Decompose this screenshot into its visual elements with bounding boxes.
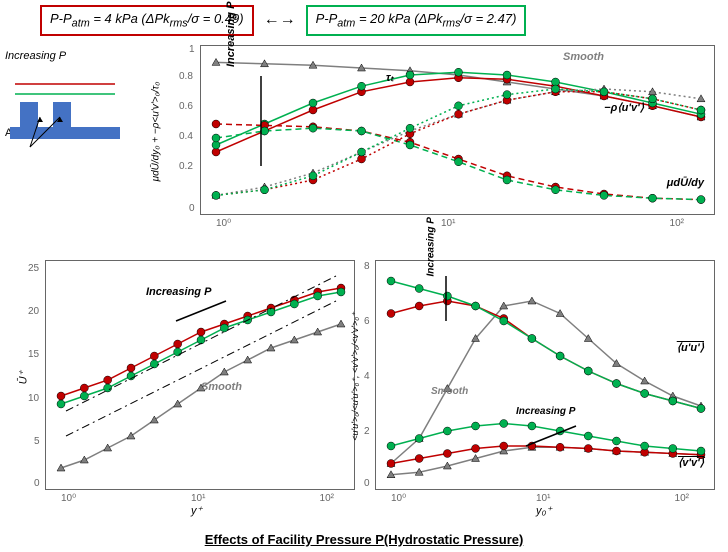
box2-text: P-Patm = 20 kPa (ΔPkrms/σ = 2.47): [316, 11, 517, 26]
tick: 10: [28, 393, 39, 404]
chart-top-smooth: Smooth: [563, 51, 604, 63]
tick: 0.6: [179, 101, 193, 112]
tick: 5: [34, 436, 40, 447]
tick: 10⁰: [216, 218, 231, 229]
tick: 0.2: [179, 161, 193, 172]
chart-top-increasing-p: Increasing P: [225, 2, 237, 67]
tick: 6: [364, 316, 370, 327]
tick: 0: [364, 478, 370, 489]
chart-br-smooth: Smooth: [431, 386, 468, 397]
tick: 0.4: [179, 131, 193, 142]
chart-bottom-right: <u'u'>₀/<u'u'>₀⁺, <v'v'>₀/<v'v'>₀⁺ y₀⁺ I…: [375, 260, 715, 490]
left-panel: Increasing P Air-water interface: [5, 50, 150, 139]
tick: 20: [28, 306, 39, 317]
chart-br-increasing-p-2: Increasing P: [516, 406, 575, 417]
header: P-Patm = 4 kPa (ΔPkrms/σ = 0.49) ←→ P-Pa…: [0, 0, 728, 41]
tick: 10⁰: [391, 493, 406, 504]
header-arrows: ←→: [264, 11, 296, 29]
tick: 10⁰: [61, 493, 76, 504]
chart-br-xlabel: y₀⁺: [536, 504, 552, 517]
tick: 0: [189, 203, 195, 214]
tick: 2: [364, 426, 370, 437]
chart-br-ylabel: <u'u'>₀/<u'u'>₀⁺, <v'v'>₀/<v'v'>₀⁺: [350, 312, 361, 441]
chart-bl-increasing-p: Increasing P: [146, 286, 211, 298]
schematic: [5, 72, 125, 142]
header-box-2: P-Patm = 20 kPa (ΔPkrms/σ = 2.47): [306, 5, 527, 36]
tick: 15: [28, 349, 39, 360]
chart-br-vv: ⟨v'v'⟩: [678, 456, 704, 469]
chart-top-mudu: μdŪ/dy: [667, 177, 704, 189]
tick: 10²: [320, 493, 334, 504]
chart-bl-xlabel: y⁺: [191, 504, 202, 517]
chart-top: μdŪ/dy₀ + −ρ<u'v'>₀/τ₀ Increasing P Smoo…: [200, 45, 715, 215]
tick: 10²: [670, 218, 684, 229]
tick: 25: [28, 263, 39, 274]
chart-bottom-left: Ū⁺ y⁺ Increasing P Smooth 10⁰ 10¹ 10² 0 …: [45, 260, 355, 490]
chart-br-svg: [376, 261, 716, 491]
tick: 10¹: [441, 218, 455, 229]
chart-top-svg: [201, 46, 716, 216]
tick: 4: [364, 371, 370, 382]
tick: 0: [34, 478, 40, 489]
tick: 1: [189, 44, 195, 55]
tick: 8: [364, 261, 370, 272]
chart-top-taut: τₜ: [386, 71, 394, 84]
footer: Effects of Facility Pressure P(Hydrostat…: [0, 532, 728, 547]
tick: 10¹: [536, 493, 550, 504]
chart-br-uu: ⟨u'u'⟩: [677, 341, 704, 354]
increasing-p-label: Increasing P: [5, 50, 150, 62]
chart-bl-ylabel: Ū⁺: [16, 371, 29, 385]
box1-text: P-Patm = 4 kPa (ΔPkrms/σ = 0.49): [50, 11, 244, 26]
chart-br-increasing-p-1: Increasing P: [426, 217, 437, 276]
header-box-1: P-Patm = 4 kPa (ΔPkrms/σ = 0.49): [40, 5, 254, 36]
tick: 10¹: [191, 493, 205, 504]
tick: 10²: [675, 493, 689, 504]
chart-top-ylabel: μdŪ/dy₀ + −ρ<u'v'>₀/τ₀: [150, 82, 161, 182]
chart-top-rhouv: −ρ⟨u'v'⟩: [604, 101, 644, 114]
tick: 0.8: [179, 71, 193, 82]
schematic-svg: [5, 72, 125, 162]
chart-bl-smooth: Smooth: [201, 381, 242, 393]
